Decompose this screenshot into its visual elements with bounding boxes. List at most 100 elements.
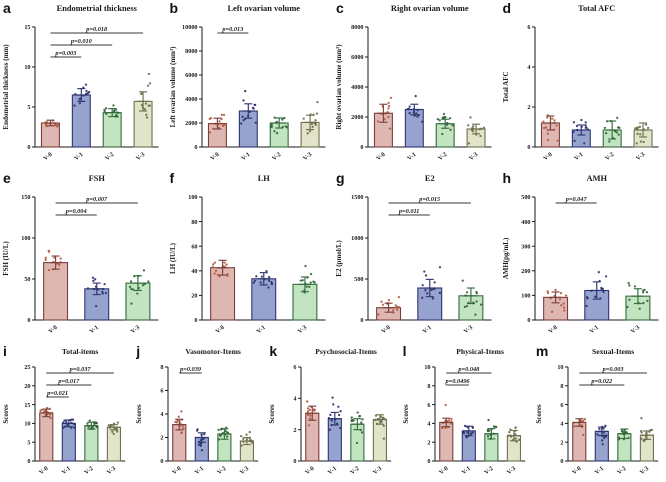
p-value-label: p=0.004 xyxy=(65,208,87,215)
data-point xyxy=(472,125,475,128)
data-point xyxy=(313,281,316,284)
data-point xyxy=(148,104,151,107)
y-tick-label: 6 xyxy=(560,402,563,409)
data-point xyxy=(554,124,558,127)
data-point xyxy=(145,116,149,119)
data-point xyxy=(221,124,224,127)
data-point xyxy=(471,431,474,434)
data-point xyxy=(593,295,596,298)
data-point xyxy=(104,107,108,110)
data-point xyxy=(431,297,435,300)
y-tick-label: 150 xyxy=(21,194,30,201)
p-value-label: p=0.037 xyxy=(69,366,92,373)
data-point xyxy=(479,134,482,138)
chart-title: Total AFC xyxy=(578,4,615,13)
scatter-dots xyxy=(584,271,607,308)
data-point xyxy=(62,426,65,429)
data-point xyxy=(545,116,548,119)
chart-panel: c Right ovarian volume Right ovarian volu… xyxy=(333,0,500,170)
data-point xyxy=(132,288,135,291)
y-tick-label: 0 xyxy=(27,458,30,465)
bar-chart: Psychosocial-Items Scores 0 2 4 6 V-0 V-1 V-2 V-3 xyxy=(268,347,392,476)
data-point xyxy=(260,275,263,278)
data-point xyxy=(182,427,185,430)
data-point xyxy=(463,305,467,309)
chart-title: E2 xyxy=(425,174,435,183)
x-category-label: V-0 xyxy=(171,465,183,476)
chart-title: Left ovarian volume xyxy=(227,4,300,13)
y-axis-label: Scores xyxy=(268,404,276,424)
x-category-label: V-3 xyxy=(372,465,384,476)
y-axis-label: LH (IU/L) xyxy=(169,242,177,274)
data-point xyxy=(128,285,132,289)
data-point xyxy=(597,271,600,274)
panel-letter: h xyxy=(502,170,512,186)
bar xyxy=(102,112,122,148)
y-tick-label: 50 xyxy=(24,276,30,283)
x-category-label: V-2 xyxy=(83,465,95,476)
x-category-label: V-0 xyxy=(438,465,450,476)
error-bar xyxy=(374,414,387,425)
data-point xyxy=(465,305,469,308)
y-tick-label: 10 xyxy=(557,364,563,371)
data-point xyxy=(640,431,643,434)
data-point xyxy=(315,100,319,104)
data-point xyxy=(507,431,511,434)
data-point xyxy=(197,443,201,446)
bar-chart: E2 E2 (pmol/L) 0 500 1000 1500 V-0 V-1 V-3 p=0.01… xyxy=(335,174,492,335)
data-point xyxy=(389,96,393,100)
y-tick-label: 8 xyxy=(161,364,164,371)
y-axis-label: Scores xyxy=(402,404,410,424)
error-bar xyxy=(44,119,57,127)
p-value-label: p=0.011 xyxy=(398,208,420,215)
data-point xyxy=(313,408,316,411)
data-point xyxy=(596,433,599,436)
y-tick-label: 100 xyxy=(21,235,30,242)
data-point xyxy=(387,115,390,119)
error-bar xyxy=(618,428,631,440)
data-point xyxy=(213,261,216,264)
bar-chart: Sexual-Items Scores 0 2 4 6 8 10 V-0 V-1 V-2 V-3 p=0… xyxy=(535,347,659,476)
data-point xyxy=(360,421,363,424)
p-value-label: p=0.015 xyxy=(418,196,440,203)
data-point xyxy=(196,428,199,431)
data-point xyxy=(314,123,317,127)
data-point xyxy=(88,90,91,94)
data-point xyxy=(572,121,575,124)
y-tick-label: 25 xyxy=(24,364,30,371)
panel-letter: j xyxy=(136,343,141,359)
p-value-label: p=0.048 xyxy=(457,366,480,373)
data-point xyxy=(73,104,76,107)
error-bar xyxy=(75,87,88,103)
error-bar xyxy=(574,124,587,136)
data-point xyxy=(339,410,343,413)
bar xyxy=(43,262,69,321)
bar xyxy=(106,426,122,462)
data-point xyxy=(301,279,304,282)
data-point xyxy=(607,140,610,143)
y-tick-label: 4 xyxy=(427,421,430,428)
data-point xyxy=(361,431,364,434)
data-point xyxy=(381,303,385,306)
data-point xyxy=(640,437,643,440)
y-tick-label: 6000 xyxy=(351,54,363,61)
data-point xyxy=(444,426,447,430)
data-point xyxy=(259,281,262,284)
error-bar xyxy=(90,282,103,296)
data-point xyxy=(635,142,638,145)
data-point xyxy=(559,304,562,307)
data-point xyxy=(387,298,391,302)
x-category-label: V-1 xyxy=(88,324,100,335)
data-point xyxy=(129,280,133,283)
chart-title: Total-items xyxy=(62,347,98,356)
data-point xyxy=(544,126,547,129)
chart-panel: m Sexual-Items Scores 0 2 4 6 8 10 V-0 V-1 V-2 V-3 p… xyxy=(533,343,666,482)
chart-title: Psychosocial-Items xyxy=(316,347,378,356)
data-point xyxy=(414,94,417,98)
y-tick-label: 8 xyxy=(560,383,563,390)
data-point xyxy=(376,120,380,123)
error-bar xyxy=(131,275,144,292)
data-point xyxy=(377,313,380,316)
data-point xyxy=(209,117,212,120)
